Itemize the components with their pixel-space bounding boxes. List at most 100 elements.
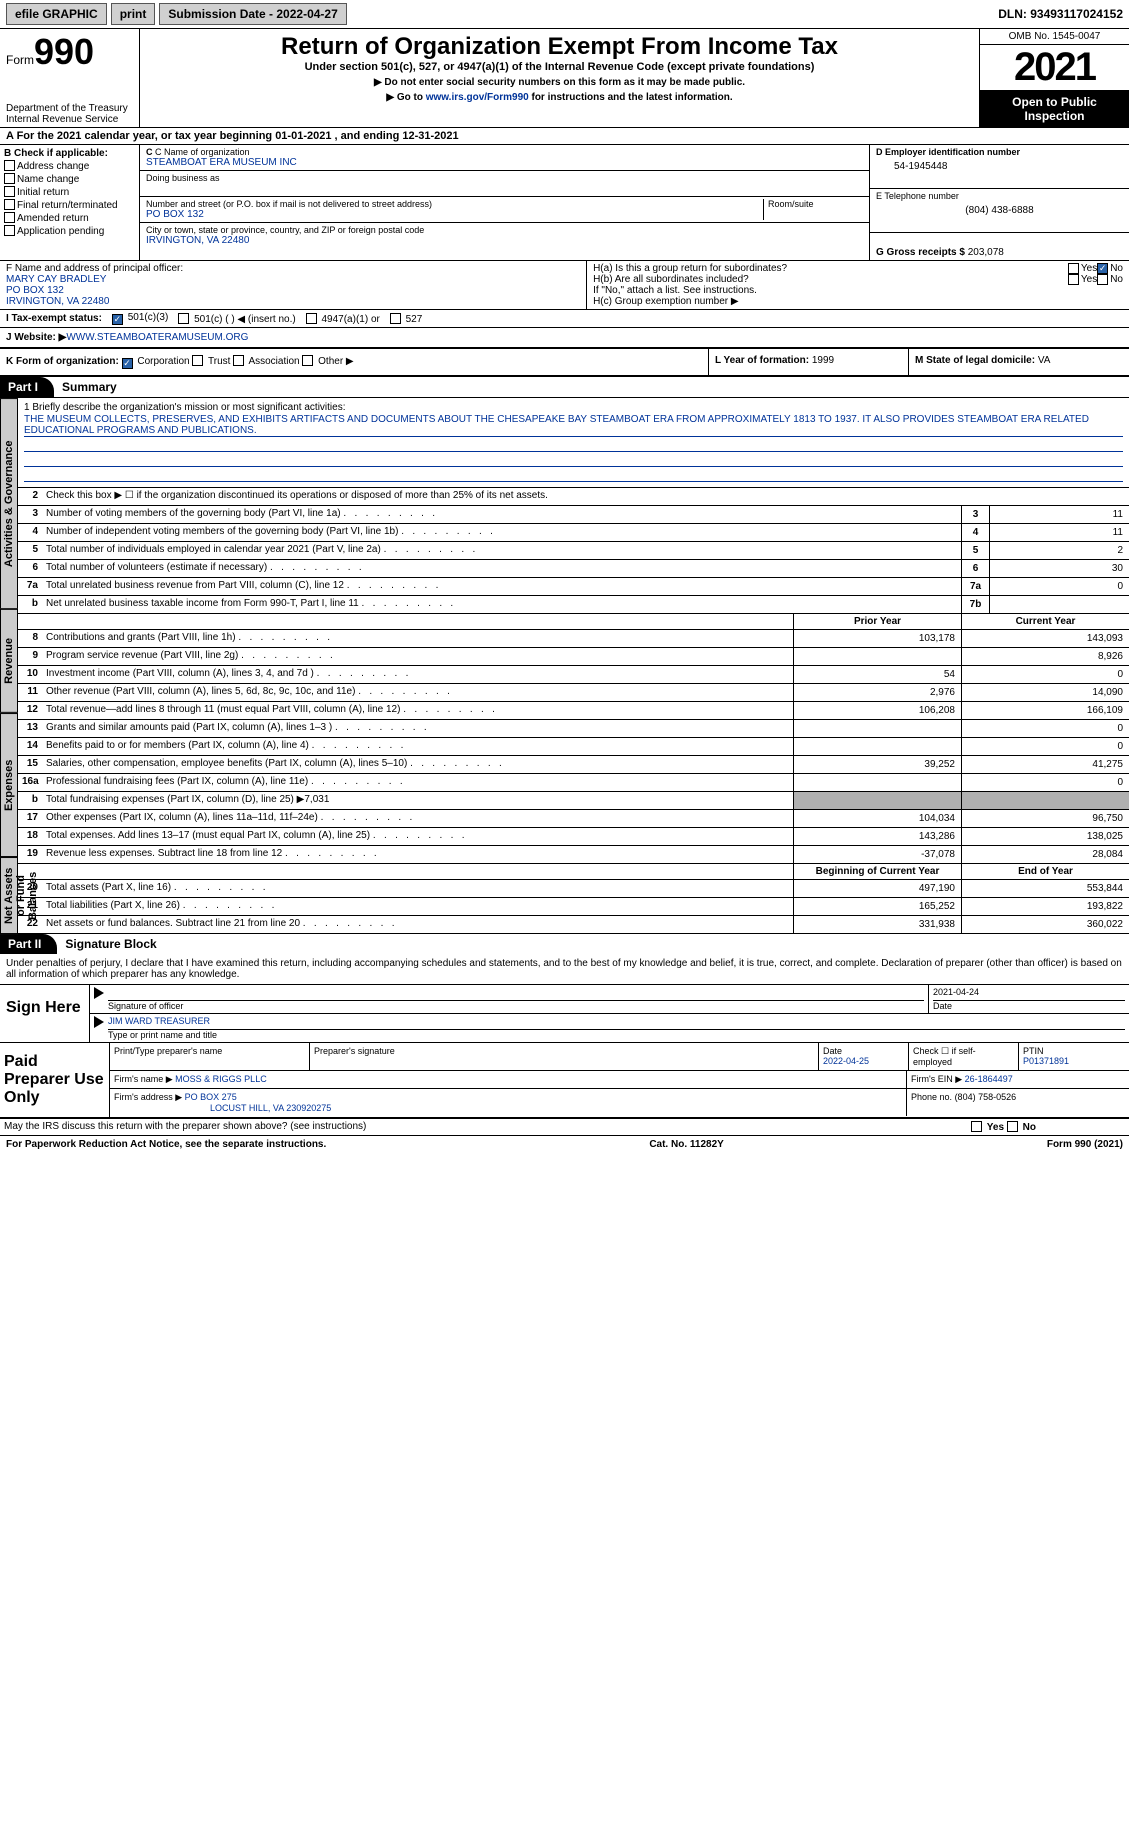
cb-501c3[interactable] [112, 314, 123, 325]
cb-hb-no[interactable] [1097, 274, 1108, 285]
irs-link[interactable]: www.irs.gov/Form990 [426, 92, 529, 103]
table-row: 17Other expenses (Part IX, column (A), l… [18, 810, 1129, 828]
table-row: 7aTotal unrelated business revenue from … [18, 578, 1129, 596]
cb-ha-no[interactable] [1097, 263, 1108, 274]
note-goto-pre: ▶ Go to [386, 92, 425, 103]
hdr-prior: Prior Year [793, 614, 961, 629]
ein: 54-1945448 [876, 157, 1123, 172]
table-row: 6Total number of volunteers (estimate if… [18, 560, 1129, 578]
page-footer: For Paperwork Reduction Act Notice, see … [0, 1136, 1129, 1153]
arrow-icon [94, 1016, 104, 1028]
officer-addr1: PO BOX 132 [6, 285, 580, 296]
ha-label: H(a) Is this a group return for subordin… [593, 263, 1068, 274]
firm-addr2: LOCUST HILL, VA 230920275 [114, 1103, 331, 1113]
ha-no: No [1110, 263, 1123, 274]
opt-pending: Application pending [17, 226, 104, 237]
form-label: Form [6, 53, 34, 67]
cb-501c[interactable] [178, 313, 189, 324]
tax-year: 2021 [980, 45, 1129, 91]
ein-label: D Employer identification number [876, 147, 1123, 157]
table-row: 22Net assets or fund balances. Subtract … [18, 916, 1129, 934]
l-val: 1999 [812, 355, 834, 366]
line2: Check this box ▶ ☐ if the organization d… [42, 488, 1129, 505]
cb-amended[interactable] [4, 212, 15, 223]
cb-ha-yes[interactable] [1068, 263, 1079, 274]
firm-ein-label: Firm's EIN ▶ [911, 1074, 962, 1084]
mission-label: 1 Briefly describe the organization's mi… [24, 402, 1123, 413]
cb-discuss-no[interactable] [1007, 1121, 1018, 1132]
form-number: 990 [34, 31, 94, 72]
discuss-yes: Yes [987, 1122, 1004, 1133]
hdr-end: End of Year [961, 864, 1129, 879]
col-c: C C Name of organization STEAMBOAT ERA M… [140, 145, 869, 260]
cb-other[interactable] [302, 355, 313, 366]
prep-name-label: Print/Type preparer's name [110, 1043, 310, 1070]
i-501c: 501(c) ( ) ◀ (insert no.) [194, 314, 296, 325]
telephone: (804) 438-6888 [876, 201, 1123, 216]
table-row: 9Program service revenue (Part VIII, lin… [18, 648, 1129, 666]
cb-pending[interactable] [4, 225, 15, 236]
cb-assoc[interactable] [233, 355, 244, 366]
arrow-icon [94, 987, 104, 999]
part1-title: Summary [54, 380, 117, 394]
m-val: VA [1038, 355, 1051, 366]
table-row: 12Total revenue—add lines 8 through 11 (… [18, 702, 1129, 720]
cb-trust[interactable] [192, 355, 203, 366]
sig-date: 2021-04-24 [933, 987, 1125, 1001]
prep-sig-label: Preparer's signature [310, 1043, 819, 1070]
print-button[interactable]: print [111, 3, 156, 25]
opt-name: Name change [17, 174, 79, 185]
cb-initial[interactable] [4, 186, 15, 197]
k-assoc: Association [248, 356, 299, 367]
sig-declaration: Under penalties of perjury, I declare th… [0, 954, 1129, 985]
hdr-begin: Beginning of Current Year [793, 864, 961, 879]
cb-name-change[interactable] [4, 173, 15, 184]
cb-final[interactable] [4, 199, 15, 210]
i-label: I Tax-exempt status: [6, 313, 102, 324]
vtab-revenue: Revenue [0, 609, 18, 713]
cb-527[interactable] [390, 313, 401, 324]
cb-discuss-yes[interactable] [971, 1121, 982, 1132]
opt-address: Address change [17, 161, 89, 172]
table-row: bTotal fundraising expenses (Part IX, co… [18, 792, 1129, 810]
sig-officer-label: Signature of officer [108, 1001, 924, 1011]
org-city: IRVINGTON, VA 22480 [146, 235, 863, 246]
mission-text: THE MUSEUM COLLECTS, PRESERVES, AND EXHI… [24, 414, 1123, 437]
table-row: 14Benefits paid to or for members (Part … [18, 738, 1129, 756]
prep-date: 2022-04-25 [823, 1056, 869, 1066]
table-row: 3Number of voting members of the governi… [18, 506, 1129, 524]
cb-corp[interactable] [122, 358, 133, 369]
open-inspection: Open to Public Inspection [980, 91, 1129, 127]
table-row: 19Revenue less expenses. Subtract line 1… [18, 846, 1129, 864]
part2-title: Signature Block [57, 937, 156, 951]
table-row: bNet unrelated business taxable income f… [18, 596, 1129, 614]
i-501c3: 501(c)(3) [128, 312, 169, 323]
website-url: WWW.STEAMBOATERAMUSEUM.ORG [66, 332, 248, 343]
part2-tab: Part II [0, 934, 57, 954]
part1-header: Part I Summary [0, 377, 1129, 397]
gross-receipts: 203,078 [968, 247, 1004, 258]
sign-here-label: Sign Here [0, 985, 90, 1042]
i-4947: 4947(a)(1) or [321, 314, 379, 325]
section-fgh: F Name and address of principal officer:… [0, 261, 1129, 310]
summary-table: Activities & Governance Revenue Expenses… [0, 397, 1129, 934]
k-other: Other ▶ [318, 356, 353, 367]
firm-name: MOSS & RIGGS PLLC [175, 1074, 267, 1084]
opt-final: Final return/terminated [17, 200, 118, 211]
ha-yes: Yes [1081, 263, 1097, 274]
part1-tab: Part I [0, 377, 54, 397]
discuss-question: May the IRS discuss this return with the… [0, 1119, 969, 1135]
firm-label: Firm's name ▶ [114, 1074, 173, 1084]
cb-address-change[interactable] [4, 160, 15, 171]
efile-badge: efile GRAPHIC [6, 3, 107, 25]
table-row: 15Salaries, other compensation, employee… [18, 756, 1129, 774]
cb-4947[interactable] [306, 313, 317, 324]
vtab-governance: Activities & Governance [0, 398, 18, 609]
cb-hb-yes[interactable] [1068, 274, 1079, 285]
omb-number: OMB No. 1545-0047 [980, 29, 1129, 45]
firm-phone-label: Phone no. [911, 1092, 952, 1102]
prep-date-label: Date [823, 1046, 842, 1056]
footer-right: Form 990 (2021) [1047, 1139, 1123, 1150]
hb-no: No [1110, 274, 1123, 285]
discuss-no: No [1023, 1122, 1036, 1133]
